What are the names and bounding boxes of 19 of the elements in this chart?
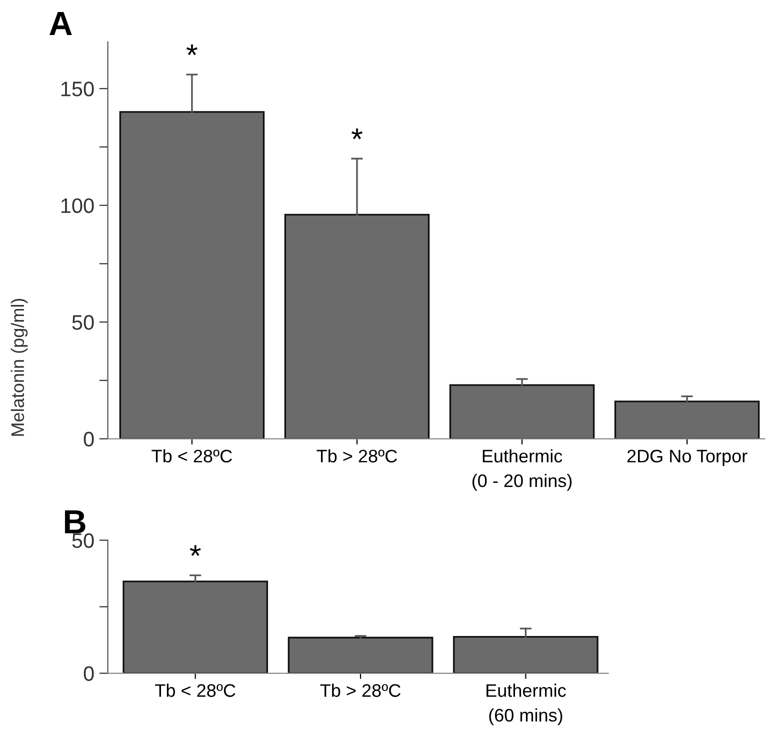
annotation: * — [186, 44, 198, 56]
x-tick-label: Tb > 28ºC — [320, 684, 401, 697]
x-tick-label: 2DG No Torpor — [627, 450, 748, 466]
x-tick-label: Tb < 28ºC — [152, 449, 232, 462]
annotation: * — [190, 545, 201, 556]
chart-title: A — [50, 12, 72, 35]
x-tick-label: Euthermic (0 - 20 mins) — [472, 449, 572, 491]
x-tick-label: Euthermic (60 mins) — [486, 684, 566, 726]
y-tick-label: 50 — [72, 533, 94, 548]
y-tick-label: 50 — [72, 315, 94, 330]
chart-title: B — [64, 510, 86, 534]
annotation: * — [352, 128, 362, 140]
y-axis-title: Melatonin (pg/ml) — [10, 298, 28, 436]
y-tick-label: 0 — [84, 432, 94, 447]
x-tick-label: Tb < 28ºC — [155, 684, 236, 697]
y-tick-label: 150 — [61, 82, 94, 96]
y-tick-label: 0 — [84, 666, 94, 682]
x-tick-label: Tb > 28ºC — [316, 449, 397, 462]
y-tick-label: 100 — [61, 198, 94, 214]
